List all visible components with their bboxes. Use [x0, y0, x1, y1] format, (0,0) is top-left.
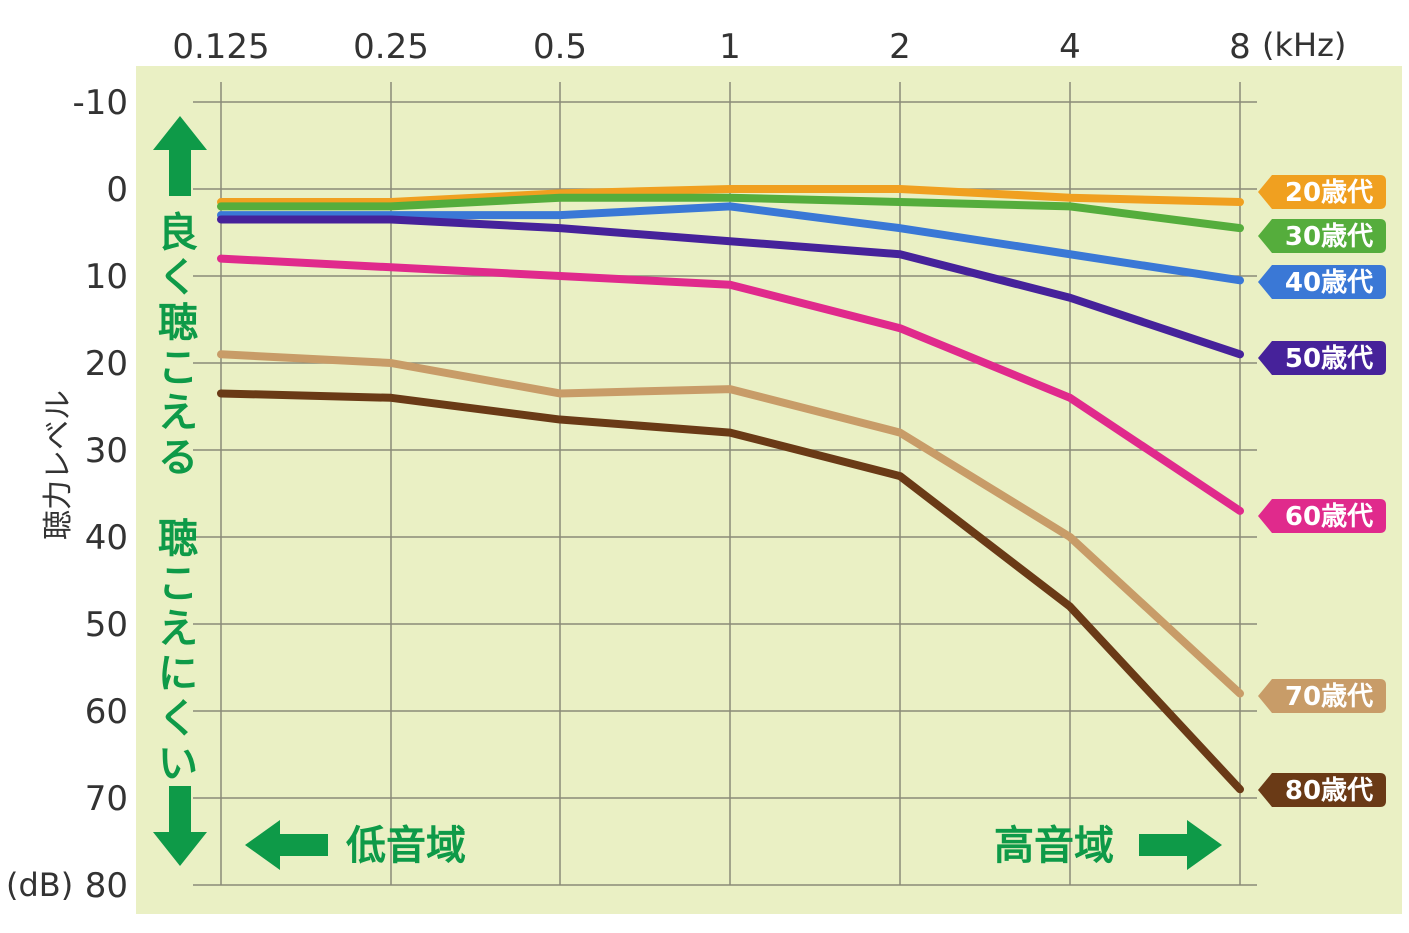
annotation-good-hearing: 良く聴こえる [158, 210, 198, 481]
x-tick-label: 2 [889, 27, 911, 67]
series-tag [1258, 679, 1386, 713]
series-tag-label: 70歳代 [1285, 682, 1373, 712]
series-line [217, 193, 1244, 233]
y-axis-label: 聴力レベル [41, 390, 76, 540]
x-tick-label: 4 [1059, 27, 1081, 67]
annotation-high-range: 高音域 [994, 823, 1114, 869]
y-tick-label: 60 [85, 692, 128, 732]
series-line [217, 185, 1244, 207]
series-tag-label: 20歳代 [1285, 178, 1373, 208]
y-tick-label: 50 [85, 605, 128, 645]
series-tag [1258, 265, 1386, 299]
series-tag [1258, 499, 1386, 533]
y-tick-label: 70 [85, 779, 128, 819]
up-arrow-icon [153, 116, 207, 196]
y-unit-label: (dB) [6, 866, 73, 904]
series-tag [1258, 773, 1386, 807]
y-tick-label: 80 [85, 866, 128, 906]
series-tag-label: 40歳代 [1285, 268, 1373, 298]
series-line [217, 389, 1244, 794]
x-tick-label: 8 [1229, 27, 1251, 67]
y-tick-label: 30 [85, 431, 128, 471]
series-tag [1258, 175, 1386, 209]
series-tag [1258, 219, 1386, 253]
y-tick-label: -10 [72, 83, 128, 123]
series-tag-label: 60歳代 [1285, 502, 1373, 532]
series-line [217, 202, 1244, 285]
right-arrow-icon [1139, 820, 1222, 870]
left-arrow-icon [245, 820, 328, 870]
y-tick-label: 20 [85, 344, 128, 384]
series-tag-label: 50歳代 [1285, 344, 1373, 374]
series-tag-label: 80歳代 [1285, 776, 1373, 806]
y-tick-label: 0 [106, 170, 128, 210]
series-tag [1258, 341, 1386, 375]
series-line [217, 215, 1244, 359]
x-tick-label: 1 [719, 27, 741, 67]
x-unit-label: (kHz) [1262, 26, 1346, 64]
series-tag-label: 30歳代 [1285, 222, 1373, 252]
series-line [217, 350, 1244, 698]
y-tick-label: 40 [85, 518, 128, 558]
y-tick-label: 10 [85, 257, 128, 297]
series-line [217, 254, 1244, 515]
x-tick-label: 0.5 [533, 27, 587, 67]
x-tick-label: 0.125 [172, 27, 269, 67]
down-arrow-icon [153, 786, 207, 866]
annotation-low-range: 低音域 [346, 823, 466, 869]
annotation-hard-hearing: 聴こえにくい [158, 516, 198, 787]
x-tick-label: 0.25 [353, 27, 429, 67]
